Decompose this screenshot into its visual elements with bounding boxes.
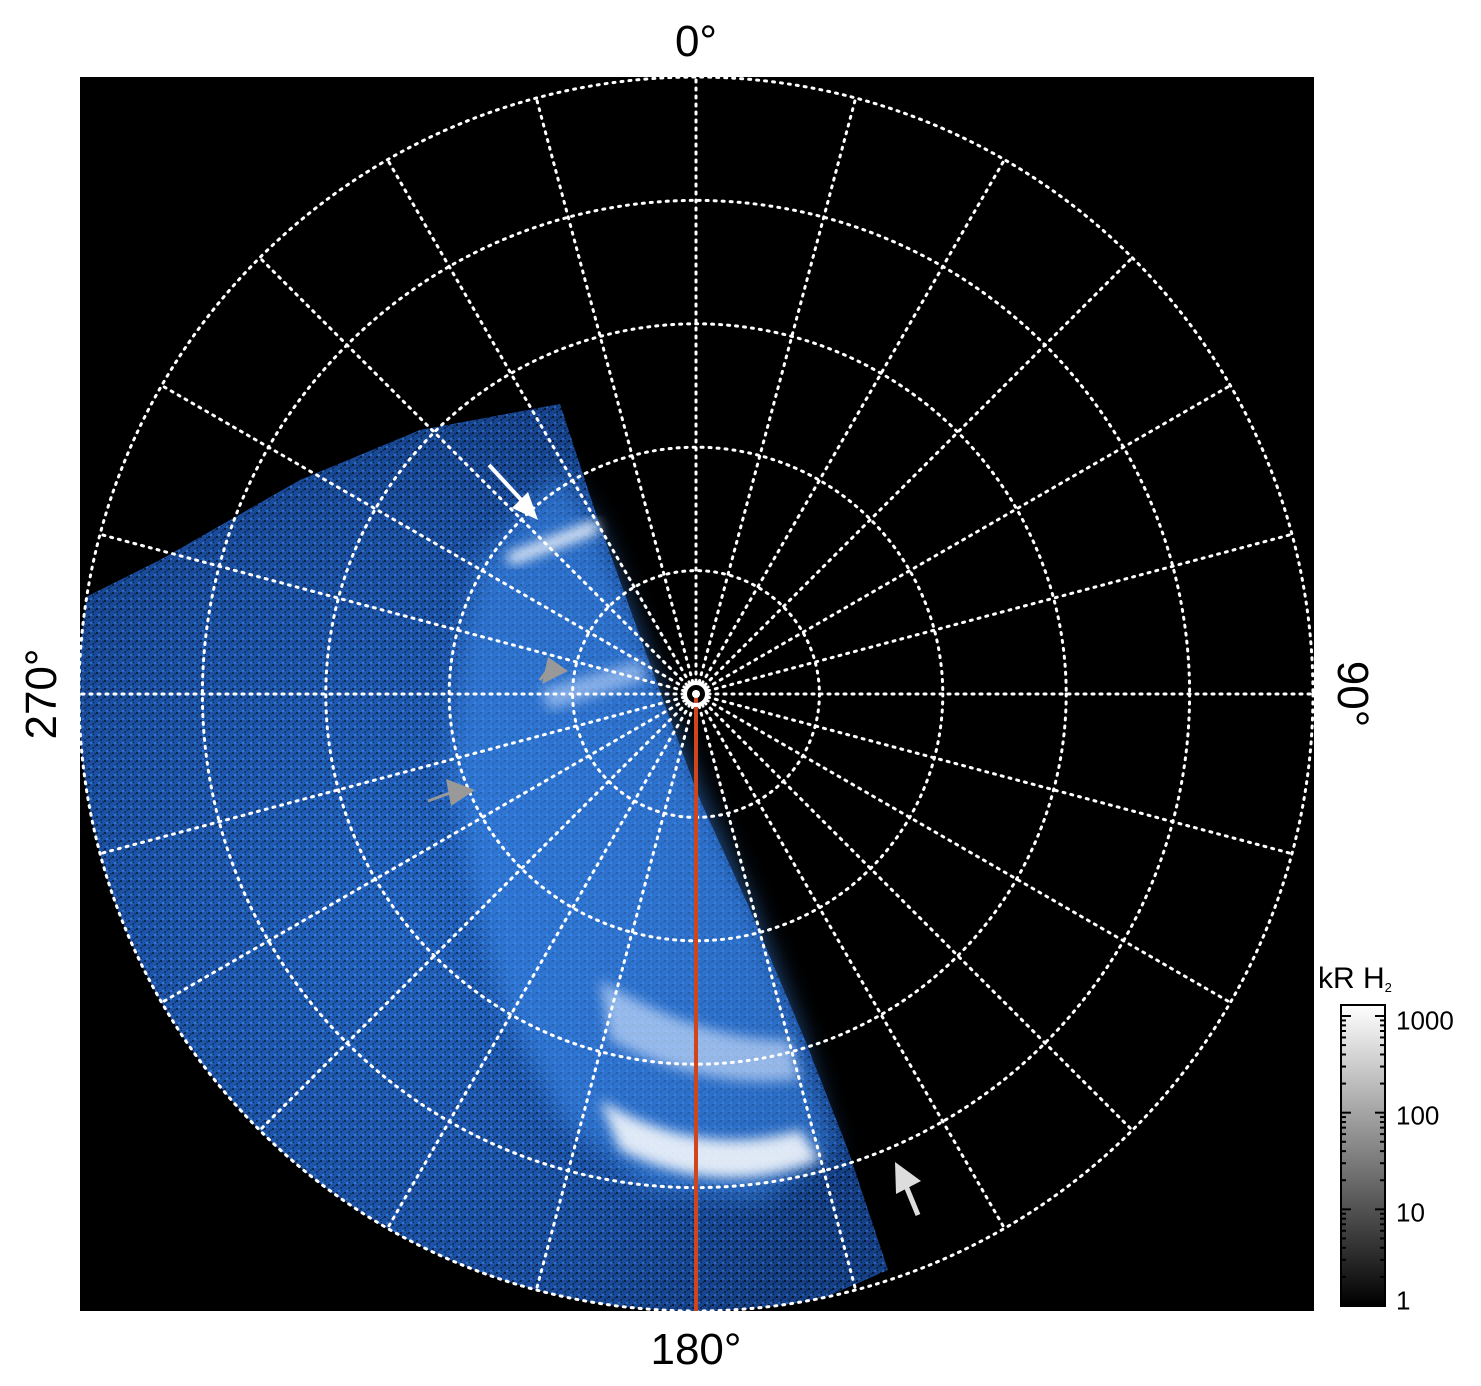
- grid-meridian: [700, 702, 1006, 1230]
- grid-meridian: [258, 256, 690, 688]
- grid-meridian: [160, 698, 688, 1004]
- bullseye-icon: [683, 681, 709, 707]
- arrow-gray-icon: [427, 779, 475, 806]
- grid-meridian: [98, 532, 686, 693]
- grid-meridian: [160, 384, 688, 690]
- colorbar-title: kR H2: [1318, 962, 1392, 995]
- arrow-gray-icon: [538, 657, 568, 684]
- axis-label-left: 270°: [17, 648, 66, 740]
- colorbar-tick-label: 1: [1396, 1285, 1411, 1316]
- grid-meridian: [706, 532, 1294, 693]
- grid-meridian: [534, 96, 695, 684]
- grid-meridian: [702, 700, 1134, 1132]
- grid-meridian: [702, 256, 1134, 688]
- grid-meridian: [704, 698, 1232, 1004]
- arrow-white-icon: [487, 463, 538, 520]
- grid-meridian: [534, 704, 695, 1292]
- grid-meridian: [697, 704, 858, 1292]
- grid-meridian: [704, 384, 1232, 690]
- grid-meridian: [700, 158, 1006, 686]
- axis-label-top: 0°: [674, 17, 718, 66]
- grid-meridian: [697, 96, 858, 684]
- grid-meridian: [258, 700, 690, 1132]
- polar-grid: [77, 75, 1315, 1313]
- arrow-light-icon: [895, 1162, 921, 1216]
- colorbar-tick-label: 100: [1396, 1100, 1440, 1131]
- grid-meridian: [98, 695, 686, 856]
- colorbar-tick-label: 10: [1396, 1197, 1425, 1228]
- grid-ring: [324, 322, 1068, 1066]
- grid-meridian: [386, 158, 692, 686]
- grid-meridian: [706, 695, 1294, 856]
- axis-label-bottom: 180°: [650, 1325, 742, 1374]
- axis-label-right: 90°: [1328, 660, 1377, 728]
- grid-meridian: [386, 702, 692, 1230]
- colorbar: [1340, 1004, 1386, 1307]
- colorbar-tick-label: 1000: [1396, 1005, 1454, 1036]
